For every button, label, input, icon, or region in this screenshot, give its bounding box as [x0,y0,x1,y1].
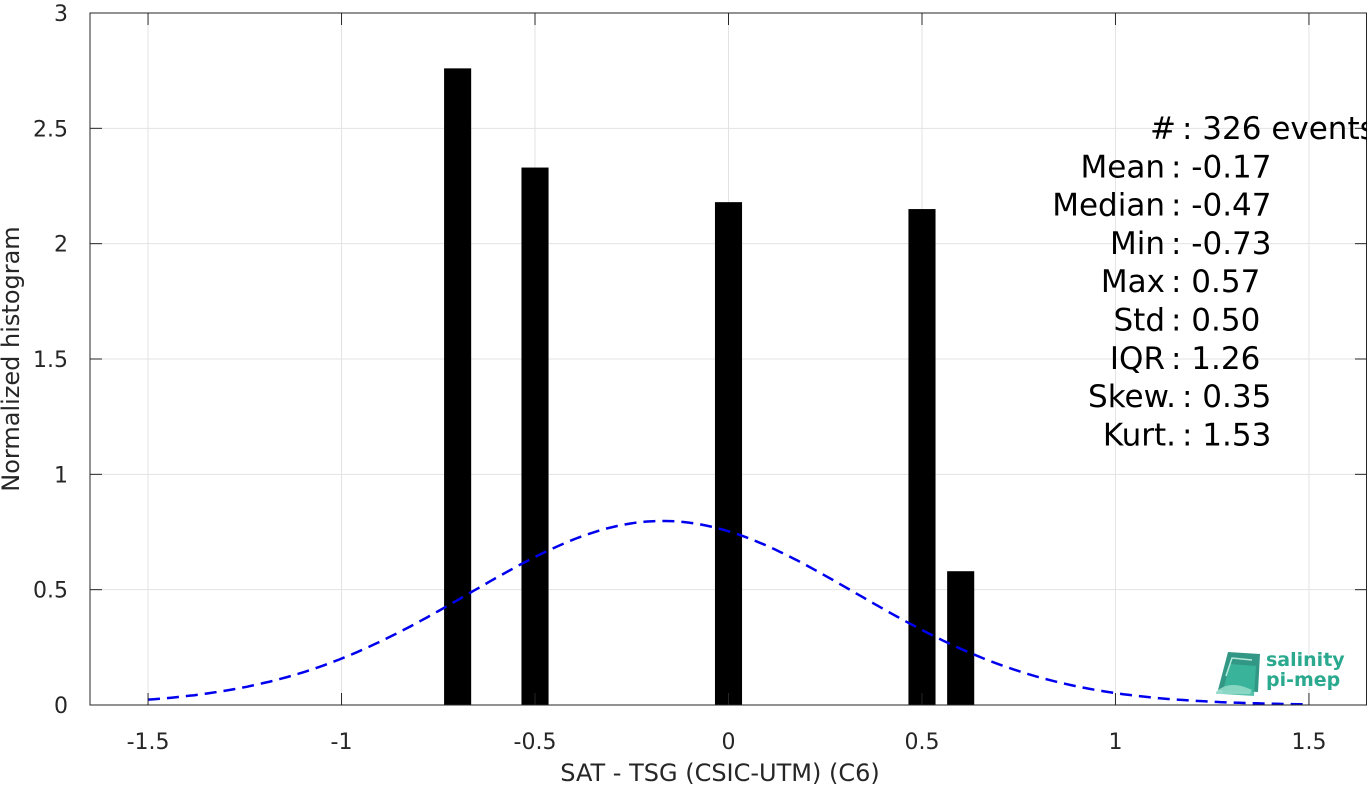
stat-value-4: : 0.57 [1171,264,1260,300]
x-tick-label-0: -1.5 [127,730,170,755]
y-tick-label-2: 1 [54,463,68,488]
x-tick-label-5: 1 [1108,730,1122,755]
stat-label-8: Kurt. [1103,417,1176,453]
stat-label-3: Min [1110,226,1165,262]
stat-label-6: IQR [1110,341,1165,377]
salinity-pi-mep-logo: salinity pi-mep [1216,649,1345,696]
tick-labels: -1.5 -1 -0.5 0 0.5 1 1.5 0 0.5 1 1.5 2 2.5 3 [33,2,1326,755]
y-tick-label-6: 3 [54,2,68,27]
x-tick-label-3: 0 [722,730,736,755]
stat-label-1: Mean [1081,149,1165,185]
bar-3 [908,209,936,706]
stat-value-2: : -0.47 [1171,188,1272,224]
y-tick-label-0: 0 [54,694,68,719]
wave-logo-icon [1216,652,1260,696]
stat-label-2: Median [1052,188,1165,224]
stat-value-0: : 326 events [1182,111,1367,147]
y-tick-label-3: 1.5 [33,348,68,373]
x-axis-title: SAT - TSG (CSIC-UTM) (C6) [560,759,879,785]
logo-line2: pi-mep [1266,669,1340,691]
stat-value-3: : -0.73 [1171,226,1272,262]
y-tick-label-5: 2.5 [33,117,68,142]
stat-label-0: # [1150,111,1176,147]
y-axis-title: Normalized histogram [0,226,25,491]
normal-fit-line [147,519,1310,706]
stat-value-7: : 0.35 [1182,379,1271,415]
stat-label-7: Skew. [1088,379,1176,415]
y-tick-label-4: 2 [54,233,68,258]
stat-value-1: : -0.17 [1171,149,1272,185]
stat-value-5: : 0.50 [1171,303,1260,339]
x-tick-label-2: -0.5 [514,730,557,755]
x-tick-label-6: 1.5 [1291,730,1326,755]
fit-curve [147,519,1310,706]
bar-0 [444,68,472,706]
stat-value-8: : 1.53 [1182,417,1271,453]
bars [444,68,975,706]
y-tick-label-1: 0.5 [33,579,68,604]
x-tick-label-4: 0.5 [904,730,939,755]
logo-line1: salinity [1266,649,1345,671]
bar-1 [521,167,549,706]
stat-label-5: Std [1113,303,1165,339]
x-tick-label-1: -1 [331,730,353,755]
bar-4 [947,571,975,705]
bar-2 [714,202,743,705]
stat-value-6: : 1.26 [1171,341,1260,377]
stat-label-4: Max [1101,264,1165,300]
